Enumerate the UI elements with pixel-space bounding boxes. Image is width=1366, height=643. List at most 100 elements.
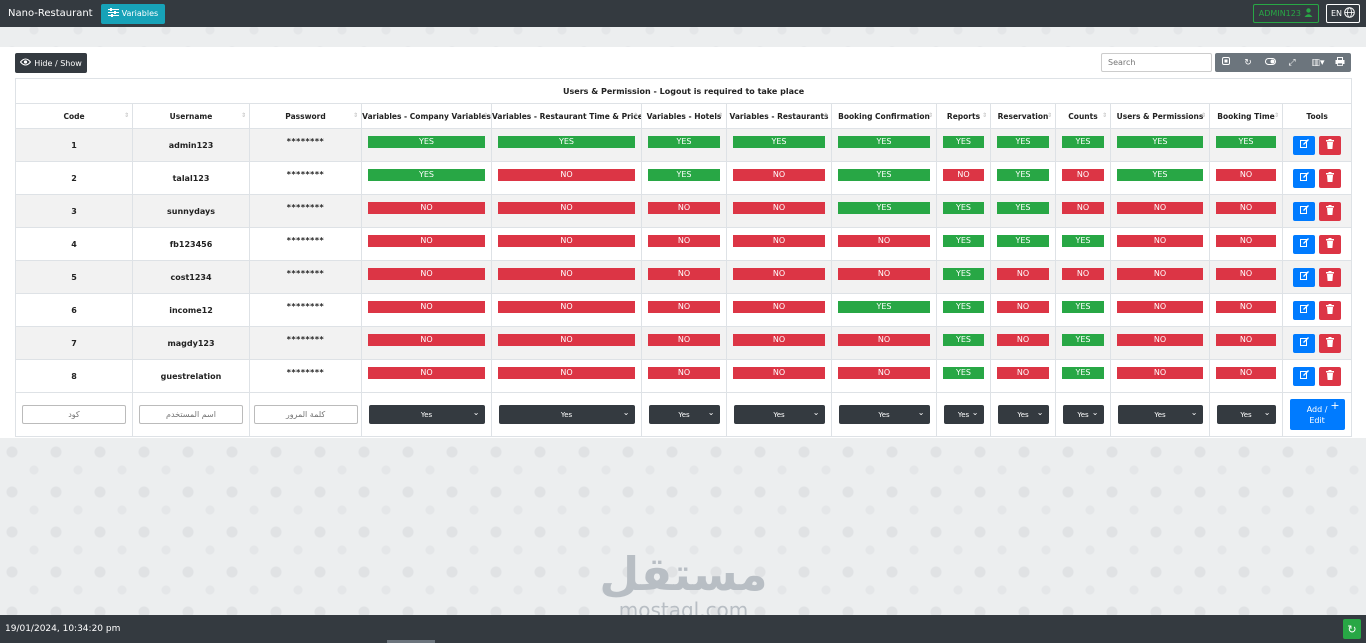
user-username: magdy123 xyxy=(167,338,215,348)
column-header[interactable]: Reservation ⇕ xyxy=(990,103,1056,129)
edit-button[interactable] xyxy=(1293,366,1316,386)
column-header[interactable]: Users & Permissions ⇕ xyxy=(1110,103,1210,129)
permission-select-value: Yes xyxy=(1240,410,1252,419)
edit-button[interactable] xyxy=(1293,333,1316,353)
permission-badge: NO xyxy=(368,334,485,346)
permission-badge: NO xyxy=(733,367,825,379)
column-header[interactable]: Reports ⇕ xyxy=(936,103,991,129)
permission-badge: YES xyxy=(943,334,984,346)
column-header[interactable]: Password ⇕ xyxy=(249,103,362,129)
user-username: guestrelation xyxy=(160,371,222,381)
delete-button[interactable] xyxy=(1319,168,1342,188)
edit-button[interactable] xyxy=(1293,135,1316,155)
permission-select-value: Yes xyxy=(878,410,890,419)
edit-button[interactable] xyxy=(1293,168,1316,188)
refresh-icon: ↻ xyxy=(1244,57,1252,68)
username-input[interactable] xyxy=(139,405,243,424)
column-header[interactable]: Variables - Restaurants ⇕ xyxy=(726,103,832,129)
delete-button[interactable] xyxy=(1319,366,1342,386)
permission-badge: NO xyxy=(733,202,825,214)
table-row[interactable]: 2 talal123 ******** YES NO YES NO YES NO YES NO YES… xyxy=(15,161,1353,195)
lang-label: EN xyxy=(1330,9,1342,18)
user-password: ******** xyxy=(286,268,325,278)
permission-select[interactable]: Yes ⌄ xyxy=(1062,405,1104,424)
permission-select[interactable]: Yes ⌄ xyxy=(1216,405,1276,424)
column-header[interactable]: Variables - Company Variables ⇕ xyxy=(361,103,492,129)
column-header-label: Tools xyxy=(1306,111,1328,121)
delete-button[interactable] xyxy=(1319,135,1342,155)
permission-badge: YES xyxy=(733,136,825,148)
column-header[interactable]: Username ⇕ xyxy=(132,103,250,129)
toggle-view-button[interactable] xyxy=(1259,53,1281,72)
permission-select[interactable]: Yes ⌄ xyxy=(368,405,485,424)
permission-select[interactable]: Yes ⌄ xyxy=(733,405,825,424)
variables-button[interactable]: Variables xyxy=(100,3,166,24)
table-row[interactable]: 4 fb123456 ******** NO NO NO NO NO YES YES YES NO NO xyxy=(15,227,1353,261)
column-header[interactable]: Booking Confirmation ⇕ xyxy=(831,103,937,129)
horizontal-scrollbar[interactable] xyxy=(387,640,435,643)
edit-button[interactable] xyxy=(1293,201,1316,221)
table-row[interactable]: 5 cost1234 ******** NO NO NO NO NO YES NO NO NO NO xyxy=(15,260,1353,294)
table-row[interactable]: 8 guestrelation ******** NO NO NO NO NO YES NO YES… xyxy=(15,359,1353,393)
user-password: ******** xyxy=(286,301,325,311)
column-header[interactable]: Counts ⇕ xyxy=(1055,103,1111,129)
permission-select[interactable]: Yes ⌄ xyxy=(498,405,635,424)
password-input[interactable] xyxy=(253,405,358,424)
permission-badge: NO xyxy=(648,268,720,280)
column-header-label: Variables - Restaurants xyxy=(729,111,829,121)
permission-select[interactable]: Yes ⌄ xyxy=(1117,405,1203,424)
fullscreen-button[interactable]: ⤢ xyxy=(1281,53,1303,72)
permission-badge: YES xyxy=(648,169,720,181)
permission-badge: NO xyxy=(648,367,720,379)
language-button[interactable]: EN xyxy=(1325,4,1360,23)
columns-dropdown-button[interactable]: ▥▾ xyxy=(1303,53,1333,72)
sort-icon: ⇕ xyxy=(482,112,488,119)
watermark-arabic: مستقل xyxy=(599,547,768,601)
table-row[interactable]: 1 admin123 ******** YES YES YES YES YES YES YES YE… xyxy=(15,128,1353,162)
permission-badge: YES xyxy=(997,202,1049,214)
column-header[interactable]: Variables - Hotels ⇕ xyxy=(641,103,727,129)
permission-badge: YES xyxy=(943,136,984,148)
table-row[interactable]: 7 magdy123 ******** NO NO NO NO NO YES NO YES NO NO xyxy=(15,326,1353,360)
column-header[interactable]: Variables - Restaurant Time & Price ⇕ xyxy=(491,103,642,129)
add-edit-button[interactable]: Add / Edit + xyxy=(1289,399,1345,430)
code-input[interactable] xyxy=(22,405,126,424)
table-row[interactable]: 6 income12 ******** NO NO NO NO YES YES NO YES NO NO xyxy=(15,293,1353,327)
refresh-button[interactable]: ↻ xyxy=(1343,619,1361,639)
delete-button[interactable] xyxy=(1319,234,1342,254)
column-header[interactable]: Code ⇕ xyxy=(15,103,133,129)
column-header[interactable]: Tools xyxy=(1281,103,1353,129)
chevron-down-icon: ⌄ xyxy=(472,408,480,417)
permission-select[interactable]: Yes ⌄ xyxy=(648,405,720,424)
delete-button[interactable] xyxy=(1319,201,1342,221)
toggle-pagination-button[interactable] xyxy=(1215,53,1237,72)
user-code: 7 xyxy=(71,338,77,348)
hide-show-label: Hide / Show xyxy=(34,58,82,68)
column-header[interactable]: Booking Time ⇕ xyxy=(1209,103,1283,129)
add-edit-label: Add / Edit xyxy=(1306,404,1328,425)
table-caption: Users & Permission - Logout is required … xyxy=(14,78,1353,104)
edit-button[interactable] xyxy=(1293,300,1316,320)
permission-badge: YES xyxy=(368,136,485,148)
edit-icon xyxy=(1299,205,1309,217)
delete-button[interactable] xyxy=(1319,333,1342,353)
delete-button[interactable] xyxy=(1319,267,1342,287)
permission-badge: NO xyxy=(1216,301,1276,313)
user-code: 1 xyxy=(71,140,77,150)
permission-select[interactable]: Yes ⌄ xyxy=(997,405,1049,424)
permission-badge: NO xyxy=(1062,268,1104,280)
hide-show-button[interactable]: Hide / Show xyxy=(15,53,87,73)
edit-button[interactable] xyxy=(1293,267,1316,287)
table-row[interactable]: 3 sunnydays ******** NO NO NO NO YES YES YES NO NO N… xyxy=(15,194,1353,228)
permission-badge: NO xyxy=(498,367,635,379)
permission-select[interactable]: Yes ⌄ xyxy=(838,405,930,424)
refresh-table-button[interactable]: ↻ xyxy=(1237,53,1259,72)
search-input[interactable] xyxy=(1101,53,1212,72)
brand-name[interactable]: Nano-Restaurant xyxy=(8,8,93,19)
delete-button[interactable] xyxy=(1319,300,1342,320)
row-tools xyxy=(1283,135,1351,155)
edit-button[interactable] xyxy=(1293,234,1316,254)
user-menu-button[interactable]: ADMIN123 xyxy=(1252,4,1319,23)
permission-select[interactable]: Yes ⌄ xyxy=(943,405,984,424)
print-button[interactable] xyxy=(1329,53,1351,72)
